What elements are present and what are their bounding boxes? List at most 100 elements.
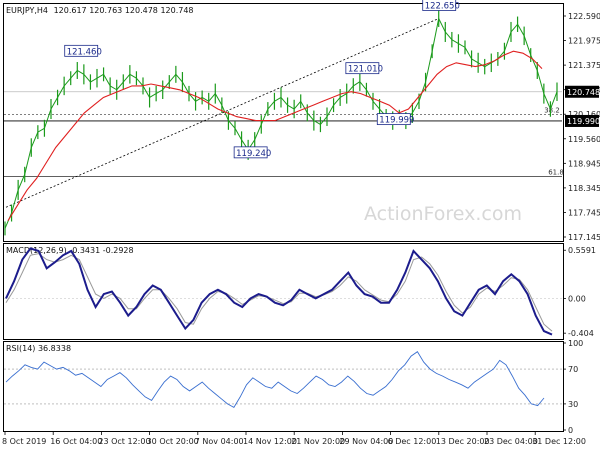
last-price-tag-label: 120.748 xyxy=(567,88,600,97)
price-candle-link xyxy=(543,93,551,110)
price-candle-link xyxy=(17,174,26,191)
callout-label: 121.010 xyxy=(348,65,383,75)
price-candle-link xyxy=(70,70,78,79)
price-candle-link xyxy=(523,35,532,56)
price-candle-link xyxy=(536,70,545,94)
callout-box xyxy=(233,146,268,159)
price-axis-label: 120.160 xyxy=(568,110,600,119)
callout-box xyxy=(345,62,380,75)
price-candle-link xyxy=(50,97,59,110)
time-axis-label: 21 Nov 20:00 xyxy=(291,437,345,446)
symbol-label: EURJPY,H4 xyxy=(6,6,48,15)
price-candle-link xyxy=(444,31,453,40)
support-price-tag xyxy=(565,114,599,127)
price-candle-link xyxy=(162,81,170,91)
price-candle-link xyxy=(372,100,380,110)
price-candle-link xyxy=(353,81,361,87)
time-axis-label: 13 Dec 20:00 xyxy=(436,437,490,446)
price-candle-link xyxy=(287,104,295,110)
ohlc-readout: 120.617 120.763 120.478 120.748 xyxy=(54,6,194,15)
price-candle-link xyxy=(549,91,558,110)
price-candle-link xyxy=(116,81,124,91)
price-candle-link xyxy=(168,74,177,83)
rsi-axis-label: 0 xyxy=(568,426,573,435)
price-candle-link xyxy=(333,97,341,106)
price-candle-link xyxy=(438,18,446,33)
time-axis-label: 16 Oct 04:00 xyxy=(50,437,102,446)
price-candle-link xyxy=(510,23,518,33)
price-series-layer: 38.2 61.8 121.460 121.010 122.650 119.240 119.… xyxy=(4,0,564,236)
price-axis-label: 117.145 xyxy=(568,233,600,242)
price-candle-link xyxy=(63,77,72,87)
rsi-axis-label: 100 xyxy=(568,339,583,348)
price-candle-link xyxy=(43,108,52,129)
time-axis-label: 14 Nov 12:00 xyxy=(243,437,297,446)
time-axis-label: 6 Dec 12:00 xyxy=(388,437,437,446)
macd-panel-title: MACD(12,26,9) -0.3431 -0.2928 xyxy=(6,246,134,255)
price-candle-link xyxy=(313,120,321,125)
price-candle-link xyxy=(517,24,525,37)
price-axis-label: 117.745 xyxy=(568,208,600,217)
axes-layer: 122.590121.975121.375120.760120.160119.5… xyxy=(2,12,600,446)
price-candle-link xyxy=(181,81,190,94)
price-candle-link xyxy=(129,73,137,79)
price-candle-link xyxy=(274,97,282,102)
price-candle-link xyxy=(464,47,473,60)
callout-label: 119.999 xyxy=(379,116,414,126)
price-candle-link xyxy=(175,74,183,83)
rsi-axis-label: 30 xyxy=(568,400,578,409)
price-panel-frame xyxy=(3,3,564,242)
price-candle-link xyxy=(471,58,479,64)
price-candle-link xyxy=(458,43,466,48)
support-price-tag-label: 119.990 xyxy=(567,117,600,126)
rsi-panel-frame xyxy=(3,341,564,432)
watermark: ActionForex.com xyxy=(364,203,522,225)
price-candle-link xyxy=(530,54,538,71)
price-candle-link xyxy=(188,93,196,102)
price-candle-link xyxy=(103,74,111,87)
price-candle-link xyxy=(503,31,512,52)
price-candle-link xyxy=(254,124,262,141)
price-axis-label: 121.975 xyxy=(568,37,600,46)
trend-line xyxy=(5,18,439,208)
time-axis-label: 8 Oct 2019 xyxy=(2,437,46,446)
price-candle-link xyxy=(149,93,157,98)
price-axis-label: 118.945 xyxy=(568,159,600,168)
price-candle-link xyxy=(77,70,85,75)
price-panel-title: EURJPY,H4 120.617 120.763 120.478 120.74… xyxy=(6,6,194,15)
price-candle-link xyxy=(300,101,308,114)
last-price-tag xyxy=(565,85,599,98)
price-candle-link xyxy=(359,81,367,91)
macd-panel-frame xyxy=(3,243,564,340)
price-candle-link xyxy=(228,120,236,129)
price-candle-link xyxy=(320,116,328,125)
price-candle-link xyxy=(142,85,151,98)
macd-signal-line xyxy=(5,253,553,332)
price-candle-link xyxy=(365,89,374,102)
price-candle-link xyxy=(24,147,32,175)
price-axis-label: 119.560 xyxy=(568,135,600,144)
price-candle-link xyxy=(234,128,243,141)
macd-axis-label: 0.00 xyxy=(568,294,586,303)
price-candle-link xyxy=(326,104,335,117)
time-axis-label: 30 Oct 20:00 xyxy=(147,437,199,446)
price-candle-link xyxy=(122,74,131,83)
price-axis-label: 122.590 xyxy=(568,12,600,21)
price-candle-link xyxy=(83,74,91,83)
price-candle-link xyxy=(411,101,420,114)
price-candle-link xyxy=(201,97,209,102)
callout-label: 119.240 xyxy=(236,149,271,159)
fib-38-label: 38.2 xyxy=(544,106,560,114)
price-candle-link xyxy=(208,93,216,102)
rsi-axis-label: 70 xyxy=(568,365,578,374)
price-candle-link xyxy=(37,127,45,133)
callout-box xyxy=(376,113,411,126)
macd-axis-label: -0.404 xyxy=(568,329,594,338)
price-candle-link xyxy=(214,93,223,106)
callout-box xyxy=(422,0,457,11)
price-candle-link xyxy=(280,97,288,106)
price-candle-link xyxy=(221,104,229,121)
price-candle-link xyxy=(11,189,19,214)
price-candle-link xyxy=(195,97,203,102)
